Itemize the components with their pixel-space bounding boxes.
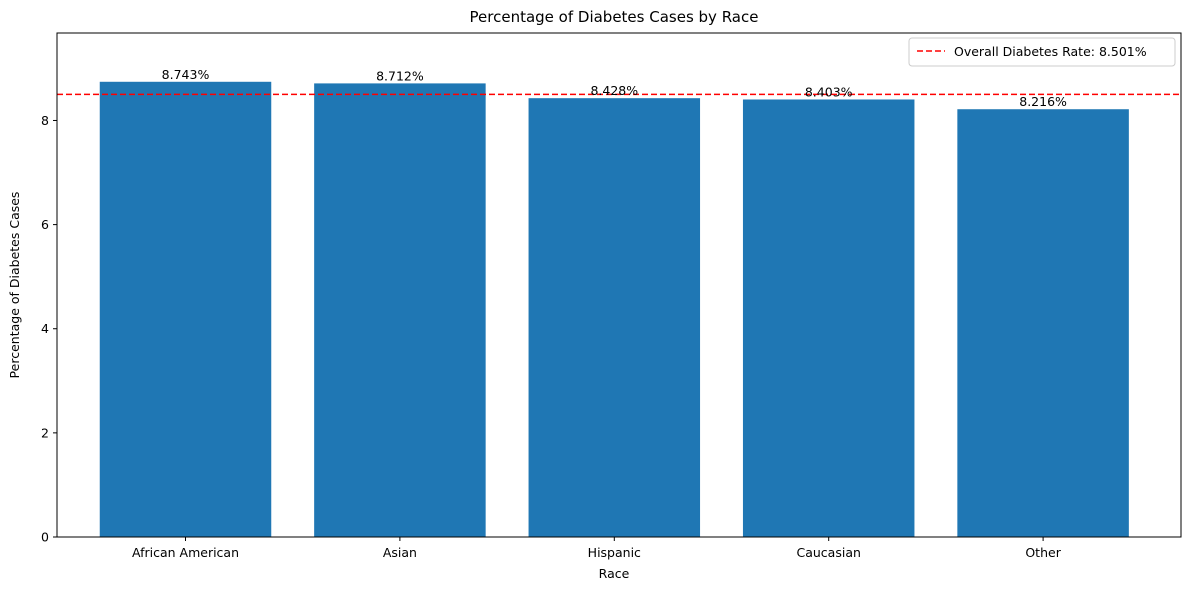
data-label: 8.743% (162, 67, 210, 82)
y-tick-label: 8 (41, 113, 49, 128)
y-axis: 0 2 4 6 8 (41, 113, 57, 545)
bar-african-american (99, 81, 272, 537)
y-tick-label: 6 (41, 217, 49, 232)
x-tick-label: Caucasian (796, 545, 860, 560)
bar-caucasian (742, 99, 915, 537)
y-axis-label: Percentage of Diabetes Cases (7, 192, 22, 379)
x-tick-label: Asian (383, 545, 417, 560)
y-tick-label: 2 (41, 425, 49, 440)
x-tick-label: Other (1025, 545, 1061, 560)
data-label: 8.403% (805, 84, 853, 99)
legend-box (908, 37, 1176, 67)
legend-label: Overall Diabetes Rate: 8.501% (954, 44, 1147, 59)
plot-frame (56, 32, 1182, 538)
x-tick-label: African American (132, 545, 239, 560)
data-label: 8.216% (1019, 94, 1067, 109)
data-label: 8.712% (376, 68, 424, 83)
chart-title: Percentage of Diabetes Cases by Race (470, 8, 759, 26)
y-tick-label: 4 (41, 321, 49, 336)
legend: Overall Diabetes Rate: 8.501% (908, 37, 1176, 67)
x-axis: African American Asian Hispanic Caucasian Ot… (132, 537, 1062, 560)
bars-layer (99, 81, 1129, 538)
bar-hispanic (528, 98, 701, 538)
bar-asian (314, 83, 486, 538)
bar-other (957, 109, 1129, 537)
data-label: 8.428% (590, 83, 638, 98)
data-labels-layer: 8.743% 8.712% 8.428% 8.403% 8.216% (162, 67, 1067, 109)
x-tick-label: Hispanic (588, 545, 641, 560)
y-tick-label: 0 (41, 530, 49, 545)
x-axis-label: Race (599, 566, 630, 581)
